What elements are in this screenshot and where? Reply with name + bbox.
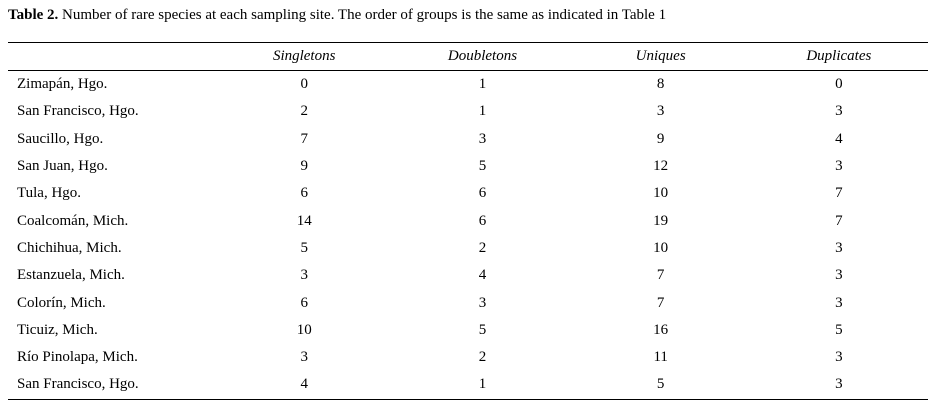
count-cell: 10 [653, 185, 669, 202]
table-body: Zimapán, Hgo. 0 1 8 0 San Francisco, Hgo. 2 1 3 3… [8, 71, 928, 400]
caption-text: Number of rare species at each sampling … [62, 7, 667, 23]
count-cell: 19 [653, 212, 669, 229]
count-cell: 10 [653, 239, 669, 256]
count-cell: 12 [653, 158, 669, 175]
count-cell: 3 [478, 130, 487, 147]
table-row: Ticuiz, Mich. 10 5 16 5 [8, 317, 928, 344]
count-cell: 11 [653, 349, 668, 366]
count-cell: 4 [300, 376, 308, 393]
count-cell: 6 [300, 185, 308, 202]
header-cell: Uniques [635, 48, 686, 64]
site-cell: Zimapán, Hgo. [17, 76, 108, 93]
count-cell: 10 [296, 321, 312, 338]
count-cell: 5 [478, 158, 487, 175]
count-cell: 3 [300, 267, 308, 284]
table-row: Río Pinolapa, Mich. 3 2 11 3 [8, 344, 928, 371]
count-cell: 6 [300, 294, 308, 311]
site-cell: Coalcomán, Mich. [17, 212, 129, 229]
count-cell: 3 [835, 349, 843, 366]
count-cell: 14 [296, 212, 312, 229]
caption: Table 2. Number of rare species at each … [8, 7, 666, 24]
count-cell: 2 [300, 103, 308, 120]
count-cell: 5 [656, 376, 665, 393]
table-row: San Francisco, Hgo. 2 1 3 3 [8, 98, 928, 125]
count-cell: 7 [300, 130, 308, 147]
count-cell: 1 [478, 103, 487, 120]
site-cell: Tula, Hgo. [17, 185, 82, 202]
count-cell: 6 [478, 212, 487, 229]
count-cell: 5 [300, 239, 308, 256]
site-cell: Estanzuela, Mich. [17, 267, 125, 284]
table-row: Colorín, Mich. 6 3 7 3 [8, 289, 928, 316]
site-cell: San Juan, Hgo. [17, 158, 108, 175]
header-row: Singletons Doubletons Uniques Duplicates [8, 43, 928, 71]
count-cell: 8 [656, 76, 665, 93]
caption-label: Table 2. [8, 7, 59, 23]
header-cell: Duplicates [806, 48, 872, 64]
site-cell: Saucillo, Hgo. [17, 130, 104, 147]
count-cell: 3 [835, 267, 843, 284]
count-cell: 9 [300, 158, 308, 175]
table-row: San Francisco, Hgo. 4 1 5 3 [8, 371, 928, 399]
count-cell: 4 [835, 130, 843, 147]
count-cell: 3 [835, 294, 843, 311]
table-row: Saucillo, Hgo. 7 3 9 4 [8, 126, 928, 153]
header-cell: Singletons [272, 48, 336, 64]
count-cell: 4 [478, 267, 487, 284]
site-cell: Río Pinolapa, Mich. [17, 349, 138, 366]
count-cell: 7 [835, 185, 843, 202]
count-cell: 3 [300, 349, 308, 366]
table: Singletons Doubletons Uniques Duplicates Zi… [8, 42, 928, 400]
header-cell [8, 43, 215, 71]
count-cell: 2 [478, 239, 487, 256]
count-cell: 1 [478, 76, 487, 93]
count-cell: 7 [656, 294, 665, 311]
site-cell: Chichihua, Mich. [17, 239, 122, 256]
count-cell: 2 [478, 349, 487, 366]
count-cell: 16 [653, 321, 669, 338]
count-cell: 7 [656, 267, 665, 284]
count-cell: 9 [656, 130, 665, 147]
site-cell: Ticuiz, Mich. [17, 321, 98, 338]
count-cell: 1 [478, 376, 487, 393]
table-row: San Juan, Hgo. 9 5 12 3 [8, 153, 928, 180]
count-cell: 5 [478, 321, 487, 338]
header-cell: Doubletons [447, 48, 518, 64]
site-cell: Colorín, Mich. [17, 294, 106, 311]
count-cell: 6 [478, 185, 487, 202]
table-row: Coalcomán, Mich. 14 6 19 7 [8, 207, 928, 234]
count-cell: 3 [835, 376, 843, 393]
table-row: Chichihua, Mich. 5 2 10 3 [8, 235, 928, 262]
count-cell: 3 [656, 103, 665, 120]
site-cell: San Francisco, Hgo. [17, 103, 139, 120]
count-cell: 3 [835, 239, 843, 256]
table-row: Zimapán, Hgo. 0 1 8 0 [8, 71, 928, 99]
site-cell: San Francisco, Hgo. [17, 376, 139, 393]
count-cell: 7 [835, 212, 843, 229]
count-cell: 3 [478, 294, 487, 311]
count-cell: 3 [835, 103, 843, 120]
table-row: Estanzuela, Mich. 3 4 7 3 [8, 262, 928, 289]
table-row: Tula, Hgo. 6 6 10 7 [8, 180, 928, 207]
count-cell: 3 [835, 158, 843, 175]
count-cell: 0 [835, 76, 843, 93]
count-cell: 5 [835, 321, 843, 338]
count-cell: 0 [300, 76, 308, 93]
